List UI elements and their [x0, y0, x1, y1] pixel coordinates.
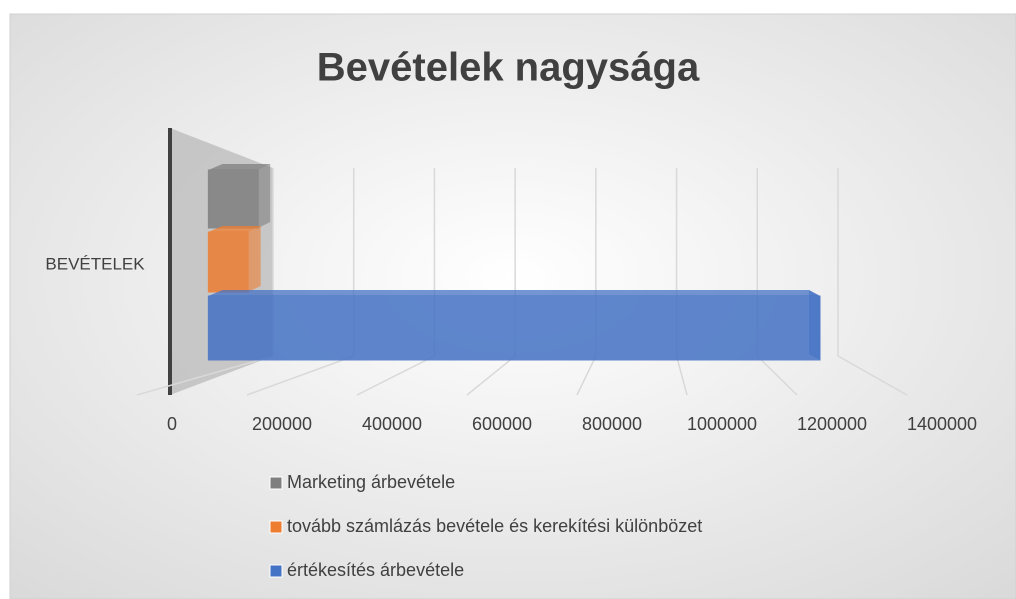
bar	[207, 226, 261, 293]
x-tick-label: 600000	[472, 414, 532, 434]
x-tick-label: 1400000	[907, 414, 977, 434]
floor-line	[756, 355, 798, 396]
legend-swatch	[269, 520, 283, 534]
x-tick-label: 400000	[362, 414, 422, 434]
x-tick-label: 800000	[582, 414, 642, 434]
floor-line	[466, 355, 516, 396]
legend-swatch	[269, 564, 283, 578]
bar-top	[208, 164, 271, 170]
bar	[207, 290, 821, 361]
legend-label: Marketing árbevétele	[287, 472, 455, 492]
x-tick-label: 0	[167, 414, 177, 434]
floor-line	[675, 355, 688, 396]
bar-top	[208, 290, 821, 296]
legend-label: tovább számlázás bevétele és kerekítési …	[287, 516, 702, 536]
floor-line	[136, 355, 274, 396]
floor-line	[576, 355, 597, 396]
x-tick-label: 1200000	[797, 414, 867, 434]
bar-side	[258, 164, 271, 228]
bar-front	[207, 231, 249, 293]
legend-swatch	[269, 476, 283, 490]
bar-front	[207, 295, 821, 361]
chart-title: Bevételek nagysága	[317, 46, 700, 90]
bar	[207, 164, 271, 229]
y-category-label: BEVÉTELEK	[45, 254, 145, 273]
bar-top	[208, 226, 261, 232]
bar-front	[207, 169, 259, 229]
legend-label: értékesítés árbevétele	[287, 560, 464, 580]
x-tick-label: 1000000	[687, 414, 757, 434]
floor-line	[837, 355, 908, 396]
floor-line	[246, 355, 354, 396]
x-tick-label: 200000	[252, 414, 312, 434]
bar-side	[248, 226, 261, 292]
floor-line	[356, 355, 435, 396]
